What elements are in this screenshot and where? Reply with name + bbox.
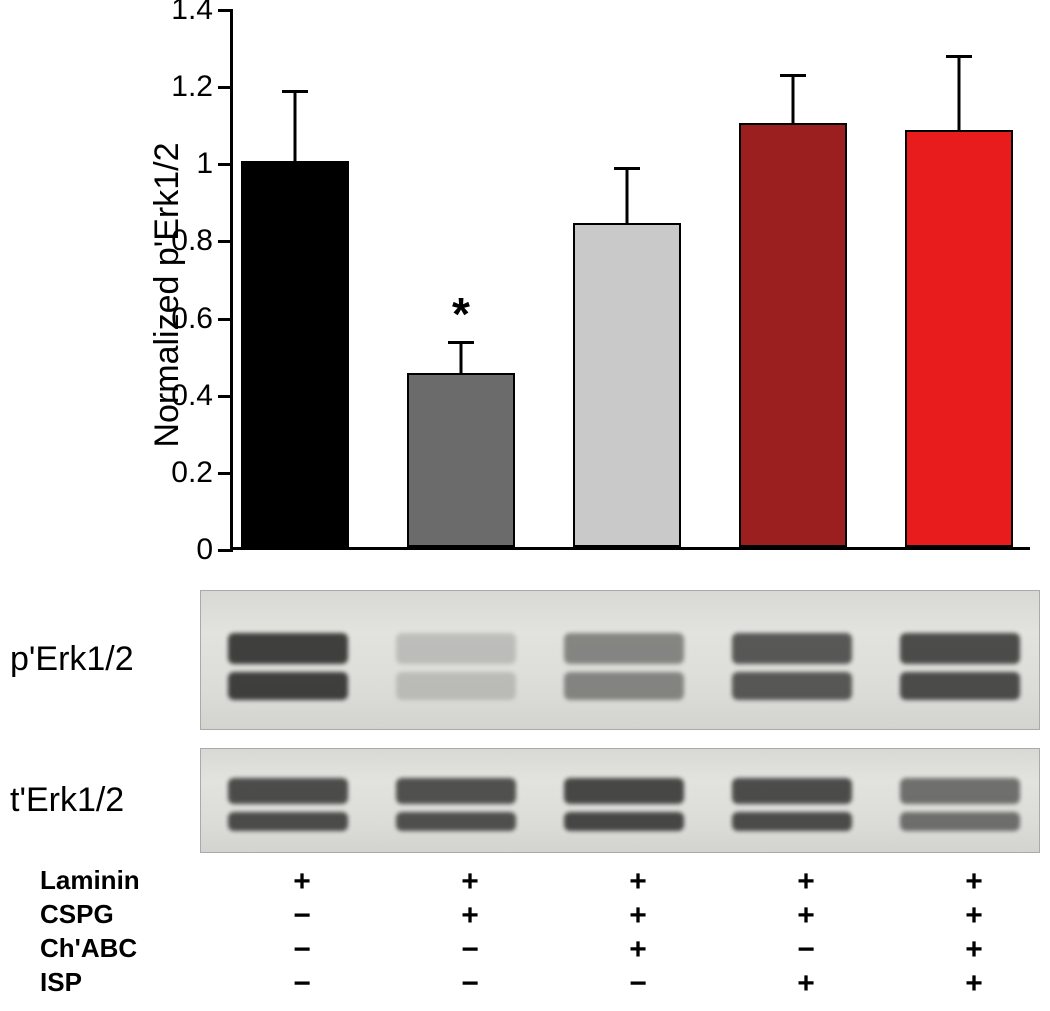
- blot-band: [396, 633, 516, 664]
- t-erk-label: t'Erk1/2: [10, 781, 124, 820]
- y-tick-label: 0.6: [171, 302, 233, 336]
- condition-cell: +: [934, 933, 1014, 967]
- blot-lane: [717, 591, 867, 729]
- condition-cell: +: [766, 865, 846, 899]
- condition-cell: +: [262, 865, 342, 899]
- condition-cell: −: [766, 933, 846, 967]
- error-bar: [294, 92, 297, 161]
- p-erk-blot: [200, 590, 1040, 730]
- blot-lane: [213, 591, 363, 729]
- blot-band: [900, 672, 1020, 700]
- blot-band: [228, 633, 348, 664]
- blot-lane: [213, 749, 363, 852]
- blot-band: [564, 633, 684, 664]
- condition-cell: −: [430, 967, 510, 1001]
- condition-row: Ch'ABC − − + − +: [0, 933, 1050, 967]
- condition-cell: +: [430, 899, 510, 933]
- condition-cell: −: [430, 933, 510, 967]
- bar-chart: Normalized p'Erk1/2 00.20.40.60.811.21.4…: [170, 10, 1040, 580]
- blot-band: [732, 778, 852, 803]
- blot-band: [396, 812, 516, 831]
- condition-row: ISP − − − + +: [0, 967, 1050, 1001]
- y-tick-label: 1: [196, 147, 233, 181]
- blot-lane: [885, 591, 1035, 729]
- condition-cell: +: [598, 933, 678, 967]
- error-bar: [460, 343, 463, 374]
- condition-name: CSPG: [40, 899, 114, 930]
- condition-cell: +: [598, 899, 678, 933]
- bar: [241, 161, 349, 547]
- blot-lane: [381, 749, 531, 852]
- condition-row: Laminin + + + + +: [0, 865, 1050, 899]
- bar: [573, 223, 681, 547]
- blot-band: [564, 672, 684, 700]
- error-cap: [780, 74, 806, 77]
- plot-area: 00.20.40.60.811.21.4*: [230, 10, 1030, 550]
- condition-name: ISP: [40, 967, 82, 998]
- error-cap: [448, 341, 474, 344]
- condition-cell: +: [934, 967, 1014, 1001]
- y-tick-label: 0.8: [171, 224, 233, 258]
- error-bar: [958, 57, 961, 130]
- condition-cell: +: [934, 865, 1014, 899]
- bar: [905, 130, 1013, 547]
- blot-band: [228, 672, 348, 700]
- y-tick-label: 0: [196, 533, 233, 567]
- figure: Normalized p'Erk1/2 00.20.40.60.811.21.4…: [0, 0, 1050, 1011]
- y-tick-label: 0.2: [171, 456, 233, 490]
- condition-name: Ch'ABC: [40, 933, 137, 964]
- condition-cell: −: [262, 933, 342, 967]
- condition-row: CSPG − + + + +: [0, 899, 1050, 933]
- condition-cell: −: [262, 899, 342, 933]
- t-erk-blot: [200, 748, 1040, 853]
- condition-name: Laminin: [40, 865, 140, 896]
- blot-lane: [717, 749, 867, 852]
- condition-cell: +: [766, 967, 846, 1001]
- error-cap: [614, 167, 640, 170]
- condition-cell: +: [598, 865, 678, 899]
- y-tick-label: 1.2: [171, 70, 233, 104]
- condition-cell: −: [598, 967, 678, 1001]
- blot-band: [228, 778, 348, 803]
- blot-band: [396, 778, 516, 803]
- blot-lane: [885, 749, 1035, 852]
- error-cap: [282, 90, 308, 93]
- error-bar: [792, 76, 795, 122]
- y-tick-label: 1.4: [171, 0, 233, 27]
- blot-band: [564, 812, 684, 831]
- p-erk-label: p'Erk1/2: [10, 640, 134, 679]
- blot-lane: [549, 591, 699, 729]
- condition-cell: +: [766, 899, 846, 933]
- blot-band: [900, 778, 1020, 803]
- blot-band: [228, 812, 348, 831]
- blot-band: [732, 812, 852, 831]
- y-tick-label: 0.4: [171, 379, 233, 413]
- bar: [739, 123, 847, 547]
- blot-band: [732, 672, 852, 700]
- condition-cell: +: [934, 899, 1014, 933]
- blot-lane: [381, 591, 531, 729]
- blot-lane: [549, 749, 699, 852]
- error-cap: [946, 55, 972, 58]
- blot-band: [900, 812, 1020, 831]
- error-bar: [626, 169, 629, 223]
- significance-marker: *: [452, 287, 470, 341]
- blot-band: [732, 633, 852, 664]
- blot-band: [900, 633, 1020, 664]
- blot-band: [564, 778, 684, 803]
- condition-cell: −: [262, 967, 342, 1001]
- bar: [407, 373, 515, 547]
- blot-band: [396, 672, 516, 700]
- condition-cell: +: [430, 865, 510, 899]
